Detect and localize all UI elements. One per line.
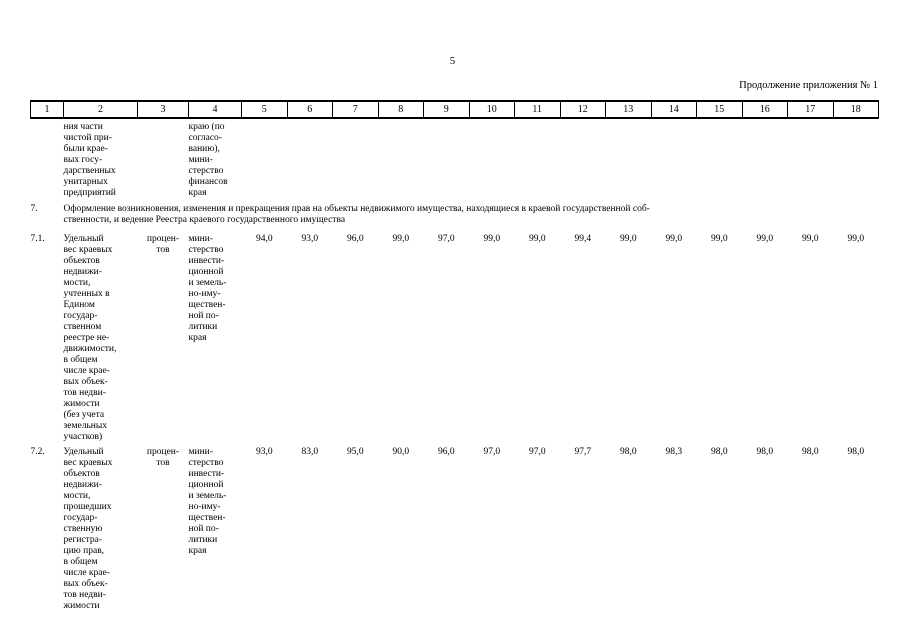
column-number-14: 14	[650, 100, 697, 119]
column-number-10: 10	[468, 100, 515, 119]
value-cell: 99,0	[528, 234, 546, 244]
column-number-7: 7	[332, 100, 379, 119]
indicator-name-carryover: ния части чистой при- были крае- вых гос…	[63, 122, 116, 198]
column-number-11: 11	[514, 100, 561, 119]
value-cell: 99,0	[847, 234, 865, 244]
indicators-table: 1 2 3 4 5 6 7 8 9 10 11 12 13 14 15 16 1…	[30, 100, 879, 612]
column-number-16: 16	[741, 100, 788, 119]
value-cell: 97,7	[574, 447, 592, 457]
value-cell: 99,4	[574, 234, 592, 244]
value-cell: 97,0	[437, 234, 455, 244]
executor-carryover: краю (по согласо- ванию), мини- стерство…	[188, 122, 228, 198]
value-cell: 96,0	[346, 234, 364, 244]
value-cell: 98,0	[847, 447, 865, 457]
section-title: Оформление возникновения, изменения и пр…	[63, 204, 650, 225]
table-row-7-2: 7.2. Удельный вес краевых объектов недви…	[31, 445, 879, 612]
table-row-7-1: 7.1. Удельный вес краевых объектов недви…	[31, 228, 879, 445]
column-number-2: 2	[63, 100, 138, 119]
page-number: 5	[449, 55, 456, 67]
column-number-9: 9	[423, 100, 470, 119]
value-cell: 99,0	[710, 234, 728, 244]
value-cell: 98,0	[619, 447, 637, 457]
column-number-row: 1 2 3 4 5 6 7 8 9 10 11 12 13 14 15 16 1…	[30, 100, 879, 119]
column-number-15: 15	[696, 100, 743, 119]
value-cell: 99,0	[756, 234, 774, 244]
value-cell: 93,0	[255, 447, 273, 457]
value-cell: 93,0	[301, 234, 319, 244]
value-cell: 95,0	[346, 447, 364, 457]
value-cell: 99,0	[392, 234, 410, 244]
executor: мини- стерство инвести- ционной и земель…	[188, 234, 227, 343]
table-row-section-7: 7. Оформление возникновения, изменения и…	[31, 202, 879, 228]
value-cell: 99,0	[483, 234, 501, 244]
value-cell: 94,0	[255, 234, 273, 244]
value-cell: 90,0	[392, 447, 410, 457]
row-number: 7.2.	[30, 447, 45, 457]
column-number-3: 3	[137, 100, 189, 119]
value-cell: 99,0	[665, 234, 683, 244]
row-number: 7.1.	[30, 234, 45, 244]
value-cell: 83,0	[301, 447, 319, 457]
value-cell: 99,0	[801, 234, 819, 244]
value-cell: 99,0	[619, 234, 637, 244]
value-cell: 97,0	[528, 447, 546, 457]
column-number-13: 13	[605, 100, 652, 119]
empty-cell	[242, 118, 879, 202]
value-cell: 97,0	[483, 447, 501, 457]
column-number-4: 4	[188, 100, 242, 119]
column-number-8: 8	[377, 100, 424, 119]
row-number: 7.	[30, 204, 38, 214]
empty-cell	[31, 118, 64, 202]
column-number-17: 17	[787, 100, 834, 119]
executor: мини- стерство инвести- ционной и земель…	[188, 447, 227, 556]
indicator-name: Удельный вес краевых объектов недвижи- м…	[63, 447, 113, 611]
value-cell: 98,0	[756, 447, 774, 457]
column-number-1: 1	[30, 100, 64, 119]
column-number-12: 12	[559, 100, 606, 119]
unit-of-measure: процен- тов	[146, 234, 180, 255]
column-number-5: 5	[241, 100, 288, 119]
unit-of-measure: процен- тов	[146, 447, 180, 468]
value-cell: 98,0	[710, 447, 728, 457]
empty-cell	[138, 118, 189, 202]
value-cell: 98,3	[665, 447, 683, 457]
continuation-label: Продолжение приложения № 1	[739, 80, 878, 91]
value-cell: 96,0	[437, 447, 455, 457]
column-number-18: 18	[832, 100, 879, 119]
indicator-name: Удельный вес краевых объектов недвижи- м…	[63, 234, 117, 442]
table-row-carryover: ния части чистой при- были крае- вых гос…	[31, 118, 879, 202]
column-number-6: 6	[286, 100, 333, 119]
value-cell: 98,0	[801, 447, 819, 457]
